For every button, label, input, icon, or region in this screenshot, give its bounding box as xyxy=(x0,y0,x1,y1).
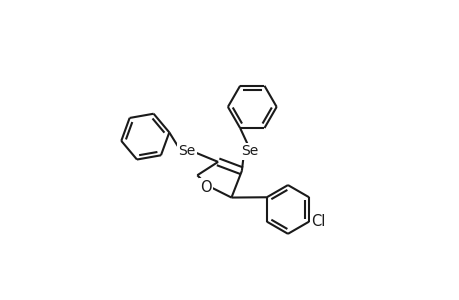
Text: O: O xyxy=(199,180,211,195)
Text: Cl: Cl xyxy=(310,214,325,229)
Text: Se: Se xyxy=(178,145,195,158)
Text: Se: Se xyxy=(240,145,257,158)
